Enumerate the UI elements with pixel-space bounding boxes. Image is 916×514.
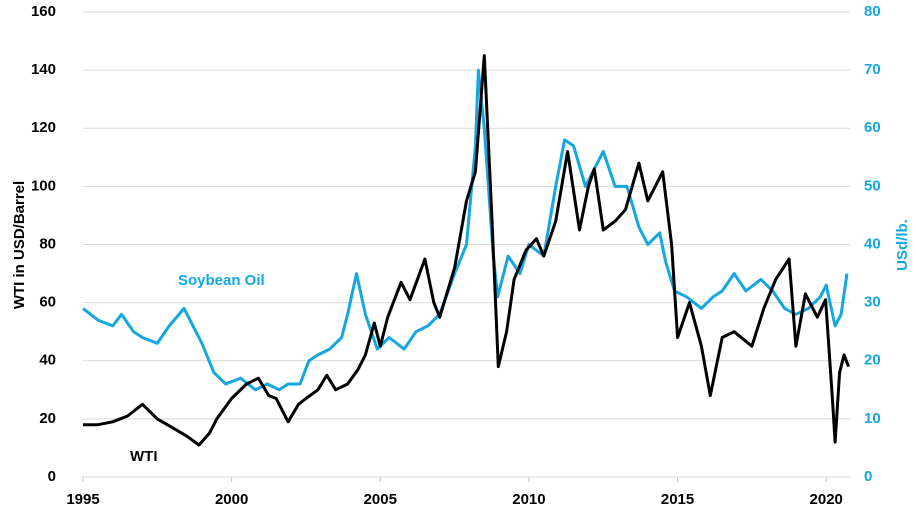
y2-tick-label: 80 — [864, 3, 881, 20]
y2-tick-label: 50 — [864, 177, 881, 194]
y-tick-label: 40 — [39, 352, 56, 369]
x-tick-label: 2020 — [810, 491, 843, 508]
y-tick-label: 120 — [31, 119, 56, 136]
y2-tick-label: 70 — [864, 61, 881, 78]
x-tick-label: 2010 — [512, 491, 545, 508]
y-tick-label: 60 — [39, 294, 56, 311]
y-tick-label: 80 — [39, 235, 56, 252]
line-series — [83, 54, 850, 447]
y-axis-label: WTI in USD/Barrel — [11, 181, 28, 309]
x-tick-label: 1995 — [66, 491, 99, 508]
series-annotation: WTI — [130, 448, 158, 465]
y-tick-label: 0 — [48, 468, 56, 485]
y2-tick-label: 40 — [864, 235, 881, 252]
y2-tick-label: 10 — [864, 410, 881, 427]
x-tick-label: 2000 — [215, 491, 248, 508]
y2-tick-label: 20 — [864, 352, 881, 369]
y-tick-label: 160 — [31, 3, 56, 20]
y2-tick-label: 60 — [864, 119, 881, 136]
y2-tick-label: 30 — [864, 294, 881, 311]
y2-axis-label: USd/lb. — [894, 219, 911, 271]
y-tick-label: 20 — [39, 410, 56, 427]
y2-tick-label: 0 — [864, 468, 872, 485]
series-annotation: Soybean Oil — [178, 272, 265, 289]
line-series — [82, 68, 849, 392]
y-tick-label: 100 — [31, 177, 56, 194]
y-tick-label: 140 — [31, 61, 56, 78]
x-tick-label: 2015 — [661, 491, 694, 508]
x-tick-label: 2005 — [364, 491, 397, 508]
